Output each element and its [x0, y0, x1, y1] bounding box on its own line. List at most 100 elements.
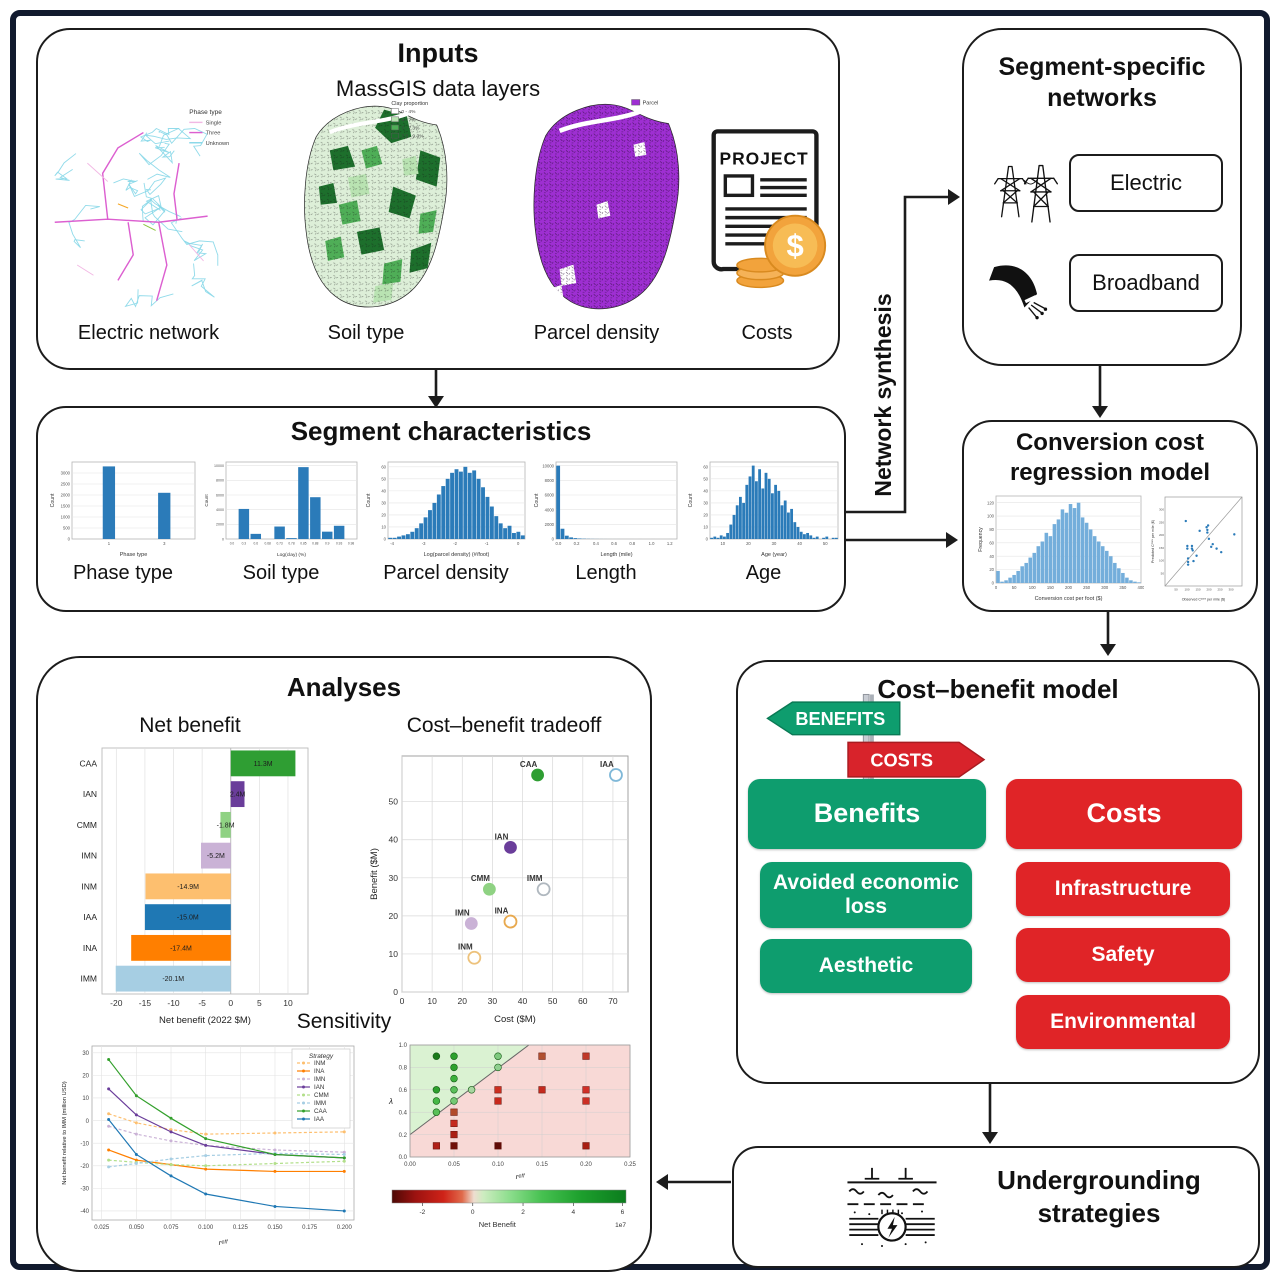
svg-text:200: 200 [1206, 588, 1211, 592]
svg-text:150: 150 [1047, 585, 1055, 590]
svg-text:CMM: CMM [471, 874, 490, 883]
svg-text:2000: 2000 [216, 523, 224, 527]
svg-text:200: 200 [1065, 585, 1073, 590]
svg-text:1.0: 1.0 [649, 541, 655, 546]
svg-text:0.4: 0.4 [593, 541, 599, 546]
svg-text:60: 60 [578, 996, 588, 1006]
svg-text:Cost ($M): Cost ($M) [494, 1014, 536, 1025]
svg-text:50: 50 [1174, 588, 1178, 592]
svg-text:IAN: IAN [495, 832, 509, 841]
svg-text:11.3M: 11.3M [254, 761, 273, 768]
svg-text:30: 30 [703, 501, 708, 506]
parcel-density-caption2: Parcel density [383, 562, 509, 584]
svg-text:COSTS: COSTS [870, 750, 933, 770]
svg-text:70: 70 [608, 996, 618, 1006]
svg-text:INA: INA [314, 1068, 325, 1075]
svg-text:-20: -20 [110, 998, 123, 1008]
svg-text:4000: 4000 [216, 508, 224, 512]
sensitivity-line-chart: 0.025 0.050 0.075 0.100 0.125 0.150 0.175 0.200… [58, 1040, 360, 1248]
svg-text:BENEFITS: BENEFITS [795, 709, 885, 729]
svg-text:Count: Count [366, 493, 372, 507]
svg-text:rᵉᶠᶠ: rᵉᶠᶠ [516, 1172, 526, 1181]
broadband-cable-icon [989, 265, 1048, 320]
svg-text:1000: 1000 [61, 515, 71, 520]
svg-text:CMM: CMM [77, 820, 97, 830]
svg-text:CAA: CAA [314, 1108, 328, 1115]
svg-text:2.4M: 2.4M [230, 792, 246, 799]
svg-text:0.15: 0.15 [536, 1162, 548, 1168]
svg-text:-10: -10 [80, 1141, 89, 1147]
svg-text:IAA: IAA [600, 760, 614, 769]
svg-text:8000: 8000 [216, 479, 224, 483]
age-caption: Age [745, 562, 782, 584]
svg-text:-10: -10 [167, 998, 180, 1008]
inputs-box: Inputs MassGIS data layers Phase type Si… [36, 28, 840, 370]
svg-text:0.10: 0.10 [492, 1162, 504, 1168]
svg-text:0.85: 0.85 [300, 542, 306, 546]
svg-text:0.200: 0.200 [337, 1225, 353, 1231]
svg-text:IMM: IMM [527, 874, 543, 883]
svg-text:-2: -2 [453, 541, 457, 546]
svg-text:1.0: 1.0 [399, 1043, 408, 1049]
svg-text:100: 100 [1029, 585, 1037, 590]
svg-text:10: 10 [82, 1096, 89, 1102]
svg-text:-14.9M: -14.9M [177, 884, 199, 891]
svg-text:0: 0 [992, 581, 995, 586]
svg-text:0: 0 [400, 996, 405, 1006]
svg-text:0: 0 [228, 998, 233, 1008]
net-benefit-bar-chart: -20 -15 -10 -5 0 5 10 11.3M CAA 2.4M IAN -1.8M CMM -5… [60, 742, 318, 1028]
svg-text:0: 0 [68, 537, 71, 542]
segment-characteristics-box: Segment characteristics 0 500 1000 1500 2000… [36, 406, 846, 612]
electric-network-caption: Electric network [77, 322, 220, 344]
svg-text:Net Benefit: Net Benefit [479, 1220, 517, 1229]
electric-network-item: Electric [1069, 154, 1223, 212]
svg-text:30: 30 [82, 1051, 89, 1057]
svg-text:-1.8M: -1.8M [217, 822, 235, 829]
svg-text:-3: -3 [422, 541, 426, 546]
costs-button: Costs [1006, 779, 1242, 849]
svg-text:500: 500 [63, 526, 71, 531]
svg-text:1: 1 [108, 541, 111, 546]
svg-text:0.3: 0.3 [242, 542, 247, 546]
svg-text:10: 10 [720, 541, 725, 546]
svg-text:INM: INM [314, 1060, 325, 1067]
massgis-subtitle: MassGIS data layers [335, 76, 541, 101]
svg-text:40: 40 [703, 488, 708, 493]
svg-text:50: 50 [823, 541, 828, 546]
svg-text:Frequency: Frequency [978, 527, 984, 552]
segment-characteristics-title: Segment characteristics [290, 416, 592, 446]
soil-type-caption2: Soil type [242, 562, 320, 584]
svg-text:10: 10 [381, 525, 386, 530]
svg-text:-40: -40 [80, 1209, 89, 1215]
svg-text:40: 40 [989, 554, 994, 559]
segment-networks-title: Segment-specific networks [998, 53, 1206, 113]
svg-text:-17.4M: -17.4M [170, 945, 192, 952]
svg-text:-4: -4 [390, 541, 394, 546]
svg-text:rᵉᶠᶠ: rᵉᶠᶠ [219, 1238, 229, 1247]
svg-text:IAN: IAN [314, 1084, 324, 1091]
svg-text:INA: INA [495, 907, 509, 916]
svg-text:50: 50 [1161, 571, 1165, 575]
svg-text:30: 30 [772, 541, 777, 546]
svg-text:4: 4 [572, 1209, 576, 1216]
svg-text:0.20: 0.20 [580, 1162, 592, 1168]
svg-text:30: 30 [381, 501, 386, 506]
electric-network-map: Phase type Single Three Unknown [54, 109, 229, 308]
undergrounding-icon [847, 1167, 937, 1247]
svg-text:150: 150 [1159, 546, 1164, 550]
soil-type-map: Clay proportion 0 - 4% 4 - 7% 7 - 7.3% 7… [304, 101, 448, 308]
svg-text:0.175: 0.175 [302, 1225, 318, 1231]
inputs-title: Inputs [397, 38, 479, 68]
svg-text:-5: -5 [198, 998, 206, 1008]
svg-text:2000: 2000 [61, 493, 71, 498]
undergrounding-title: Undergrounding strategies [997, 1165, 1201, 1228]
svg-text:0: 0 [222, 537, 224, 541]
parcel-density-caption: Parcel density [533, 322, 660, 344]
svg-text:60: 60 [381, 464, 386, 469]
svg-text:0.6: 0.6 [611, 541, 617, 546]
svg-text:30: 30 [488, 996, 498, 1006]
network-synthesis-label: Network synthesis [870, 293, 896, 497]
svg-text:0.2: 0.2 [574, 541, 580, 546]
costs-icon: PROJECT $ [711, 129, 827, 289]
